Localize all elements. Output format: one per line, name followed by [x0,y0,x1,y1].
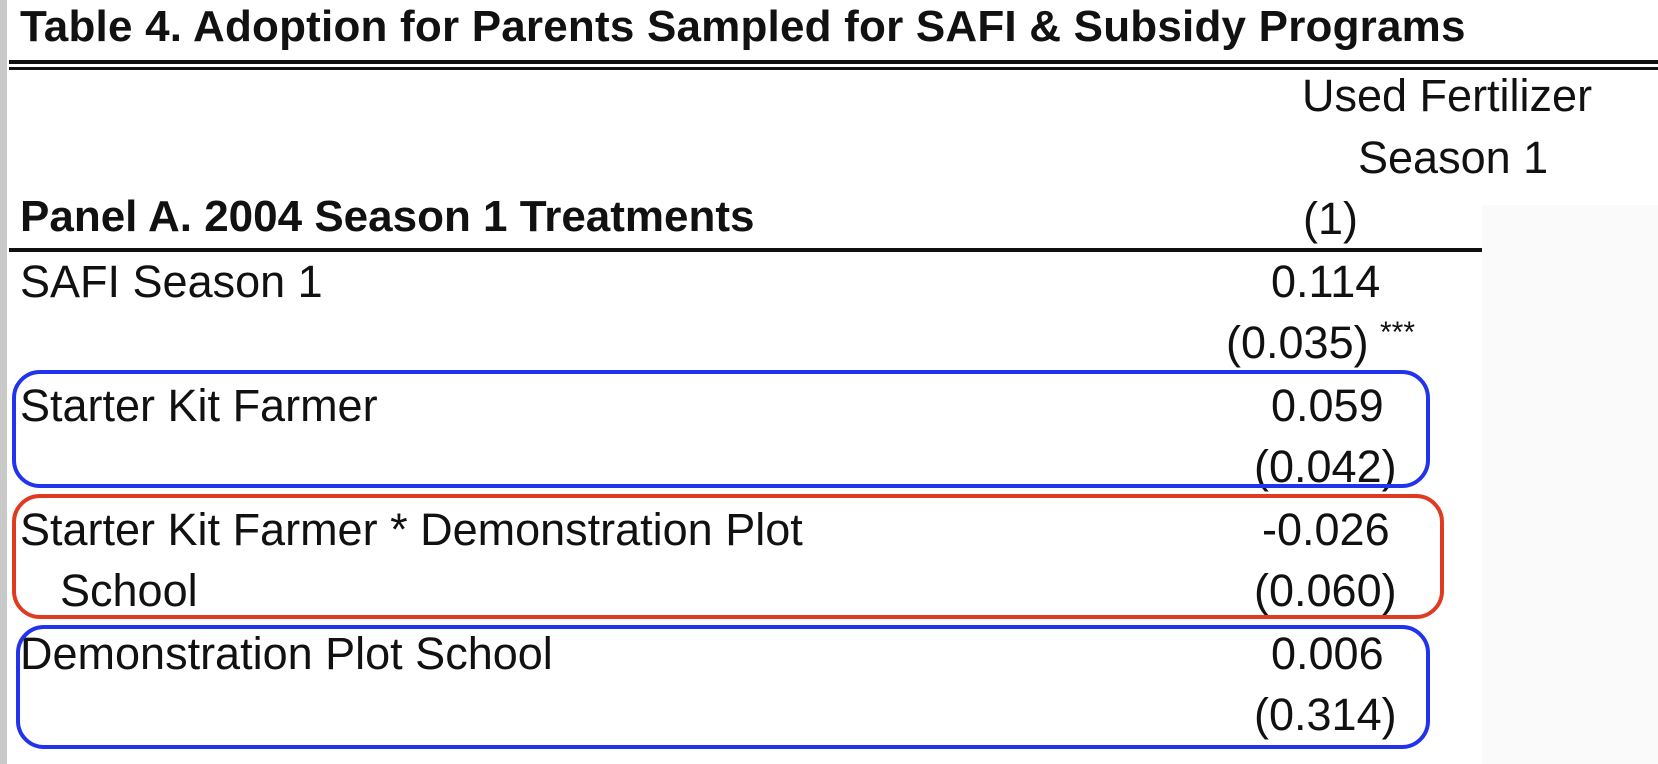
row-label-demonstration-plot-school: Demonstration Plot School [20,628,553,679]
se-interaction: (0.060) [1254,565,1397,616]
highlight-box-interaction [12,494,1444,619]
panel-title: Panel A. 2004 Season 1 Treatments [20,192,755,241]
column-header-line1: Used Fertilizer [1302,70,1593,121]
se-demonstration-plot-school: (0.314) [1254,689,1397,740]
table-title: Table 4. Adoption for Parents Sampled fo… [20,2,1466,51]
coef-interaction: -0.026 [1262,504,1390,555]
coef-demonstration-plot-school: 0.006 [1271,628,1384,679]
row-label-interaction-line1: Starter Kit Farmer * Demonstration Plot [20,504,803,555]
window-edge [0,0,7,764]
title-double-rule-top [9,60,1658,64]
column-number: (1) [1303,193,1358,244]
significance-stars-safi-season-1: *** [1380,316,1416,349]
se-starter-kit-farmer: (0.042) [1254,441,1397,492]
coef-starter-kit-farmer: 0.059 [1271,380,1384,431]
header-rule [9,248,1482,252]
row-label-starter-kit-farmer: Starter Kit Farmer [20,380,378,431]
se-safi-season-1: (0.035) [1226,317,1369,368]
column-header-line2: Season 1 [1358,132,1549,183]
title-double-rule-bottom [9,67,1658,70]
row-label-interaction-line2: School [60,565,198,616]
background-shade [1482,205,1658,764]
coef-safi-season-1: 0.114 [1271,256,1381,307]
highlight-box-starter-kit-farmer [12,370,1430,488]
highlight-box-demonstration-plot-school [16,625,1430,749]
row-label-safi-season-1: SAFI Season 1 [20,256,323,307]
